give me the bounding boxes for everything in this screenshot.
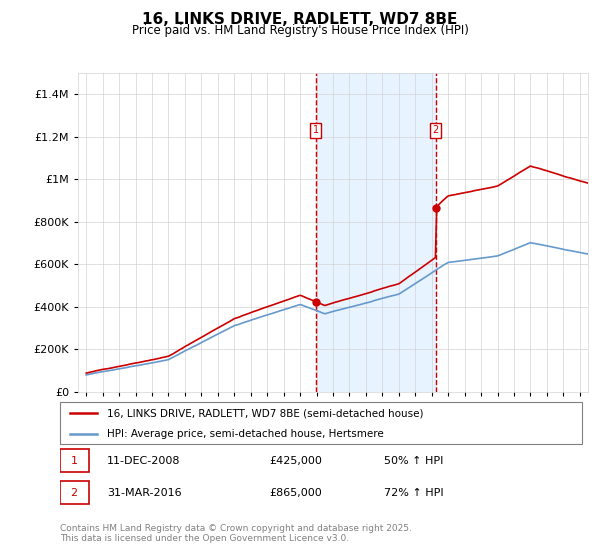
Text: £865,000: £865,000	[269, 488, 322, 498]
Text: 31-MAR-2016: 31-MAR-2016	[107, 488, 182, 498]
Text: 2: 2	[71, 488, 77, 498]
Text: Contains HM Land Registry data © Crown copyright and database right 2025.
This d: Contains HM Land Registry data © Crown c…	[60, 524, 412, 543]
Text: 16, LINKS DRIVE, RADLETT, WD7 8BE: 16, LINKS DRIVE, RADLETT, WD7 8BE	[142, 12, 458, 27]
FancyBboxPatch shape	[60, 449, 89, 472]
FancyBboxPatch shape	[60, 481, 89, 505]
Text: 11-DEC-2008: 11-DEC-2008	[107, 456, 181, 466]
Text: 1: 1	[71, 456, 77, 466]
Bar	[316, 73, 436, 392]
Text: 50% ↑ HPI: 50% ↑ HPI	[383, 456, 443, 466]
Text: 16, LINKS DRIVE, RADLETT, WD7 8BE (semi-detached house): 16, LINKS DRIVE, RADLETT, WD7 8BE (semi-…	[107, 408, 424, 418]
Text: 2: 2	[433, 125, 439, 136]
Text: Price paid vs. HM Land Registry's House Price Index (HPI): Price paid vs. HM Land Registry's House …	[131, 24, 469, 37]
FancyBboxPatch shape	[60, 402, 582, 444]
Text: HPI: Average price, semi-detached house, Hertsmere: HPI: Average price, semi-detached house,…	[107, 430, 384, 439]
Text: £425,000: £425,000	[269, 456, 322, 466]
Text: 1: 1	[313, 125, 319, 136]
Text: 72% ↑ HPI: 72% ↑ HPI	[383, 488, 443, 498]
